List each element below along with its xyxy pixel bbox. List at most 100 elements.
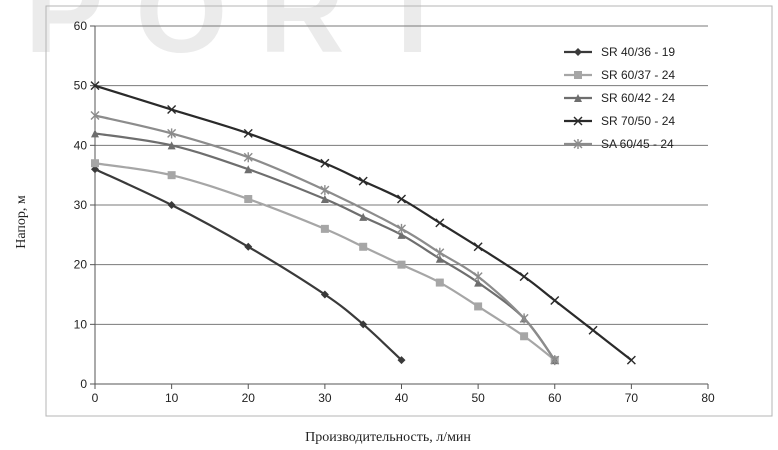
legend-swatch-marker	[573, 116, 583, 126]
marker-stroke	[573, 116, 583, 126]
tick-label-x: 10	[165, 391, 179, 405]
data-point	[397, 230, 406, 239]
tick-label-y: 40	[74, 138, 88, 152]
data-point	[397, 194, 406, 204]
data-point	[167, 128, 177, 139]
x-axis-title: Производительность, л/мин	[305, 430, 471, 445]
data-point	[320, 158, 330, 168]
data-point	[244, 165, 253, 174]
legend-item: SR 60/42 - 24	[564, 91, 675, 105]
data-point	[358, 176, 368, 186]
series-4	[90, 110, 560, 366]
tick-label-x: 20	[242, 391, 256, 405]
y-axis-title: Напор, м	[14, 195, 29, 249]
data-point	[167, 141, 176, 150]
data-point	[435, 254, 444, 263]
marker-stroke	[397, 194, 406, 204]
data-point	[90, 81, 100, 91]
data-point	[244, 242, 253, 251]
data-point	[320, 195, 329, 204]
data-point	[359, 212, 368, 221]
marker-stroke	[358, 176, 368, 186]
data-point	[397, 223, 406, 234]
marker-stroke	[519, 272, 529, 282]
data-point	[320, 224, 329, 233]
data-point	[473, 242, 483, 252]
marker-stroke	[626, 355, 636, 365]
data-point	[397, 260, 406, 269]
data-point	[474, 302, 483, 311]
data-point	[550, 355, 560, 366]
legend-swatch-marker	[574, 48, 582, 56]
series-line	[94, 162, 556, 362]
data-point	[167, 105, 177, 115]
tick-label-x: 30	[318, 391, 332, 405]
legend-swatch-marker	[574, 71, 582, 79]
marker-stroke	[473, 242, 483, 252]
data-point	[243, 128, 253, 138]
legend-label: SR 60/37 - 24	[601, 68, 675, 82]
data-point	[435, 247, 445, 258]
data-point	[435, 278, 444, 287]
data-point	[167, 201, 176, 209]
data-point	[626, 355, 636, 365]
series-0	[91, 165, 406, 365]
data-point	[359, 242, 368, 251]
data-point	[588, 325, 598, 335]
marker-stroke	[550, 295, 560, 305]
tick-label-y: 60	[74, 19, 88, 33]
legend-item: SR 40/36 - 19	[564, 45, 675, 59]
data-point	[244, 195, 253, 204]
data-point	[520, 332, 529, 341]
marker-stroke	[588, 325, 598, 335]
data-point	[397, 356, 406, 365]
tick-label-x: 0	[92, 391, 99, 405]
data-point	[91, 129, 99, 138]
legend-swatch-marker	[574, 94, 582, 102]
series	[90, 81, 636, 366]
marker-stroke	[243, 128, 253, 138]
legend: SR 40/36 - 19 SR 60/37 - 24 SR 60/42 - 24 S…	[564, 45, 675, 151]
series-line	[94, 132, 556, 361]
legend-label: SR 70/50 - 24	[601, 114, 675, 128]
plot-frame	[45, 5, 773, 417]
data-point	[90, 110, 100, 121]
data-point	[320, 185, 330, 196]
marker-stroke	[435, 218, 445, 228]
grid	[95, 25, 708, 325]
data-point	[91, 159, 99, 168]
data-point	[473, 271, 483, 282]
data-point	[167, 171, 176, 180]
tick-label-y: 50	[74, 79, 88, 93]
data-point	[550, 295, 560, 305]
tick-label-x: 40	[395, 391, 409, 405]
series-1	[91, 159, 559, 365]
axes: 0 10 20 30 40 50 60 0 10 20 30 40 50 60 70 80	[74, 19, 715, 405]
legend-label: SA 60/45 - 24	[601, 137, 674, 151]
legend-item: SA 60/45 - 24	[564, 137, 674, 151]
tick-label-y: 20	[74, 258, 88, 272]
marker-stroke	[167, 105, 177, 115]
data-point	[320, 290, 329, 299]
series-3	[90, 81, 636, 365]
data-point	[359, 320, 368, 329]
data-point	[474, 278, 483, 287]
tick-label-y: 10	[74, 317, 88, 331]
tick-label-y: 30	[74, 198, 88, 212]
tick-label-x: 60	[548, 391, 562, 405]
legend-label: SR 60/42 - 24	[601, 91, 675, 105]
series-line	[94, 114, 556, 361]
data-point	[243, 152, 253, 163]
tick-label-x: 70	[625, 391, 639, 405]
legend-label: SR 40/36 - 19	[601, 45, 675, 59]
data-point	[435, 218, 445, 228]
legend-swatch-marker	[573, 139, 583, 149]
legend-item: SR 60/37 - 24	[564, 68, 675, 82]
data-point	[519, 272, 529, 282]
tick-label-x: 80	[701, 391, 715, 405]
legend-item: SR 70/50 - 24	[564, 114, 675, 128]
tick-label-y: 0	[80, 377, 87, 391]
watermark-text: IPORT	[0, 0, 481, 78]
data-point	[519, 313, 529, 324]
